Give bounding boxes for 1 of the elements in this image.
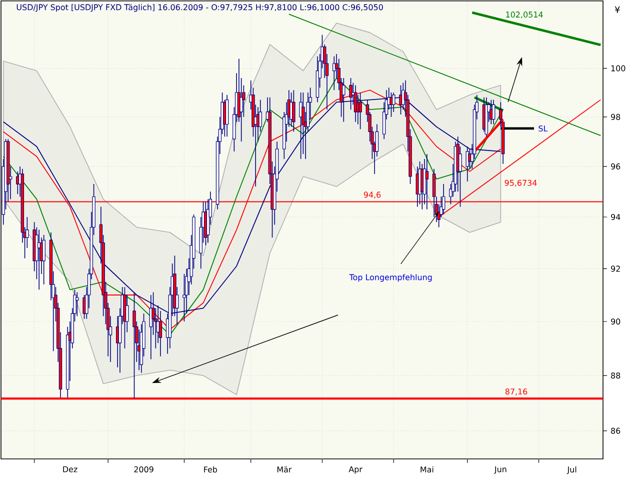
y-axis-title: ¥ [614, 6, 620, 13]
